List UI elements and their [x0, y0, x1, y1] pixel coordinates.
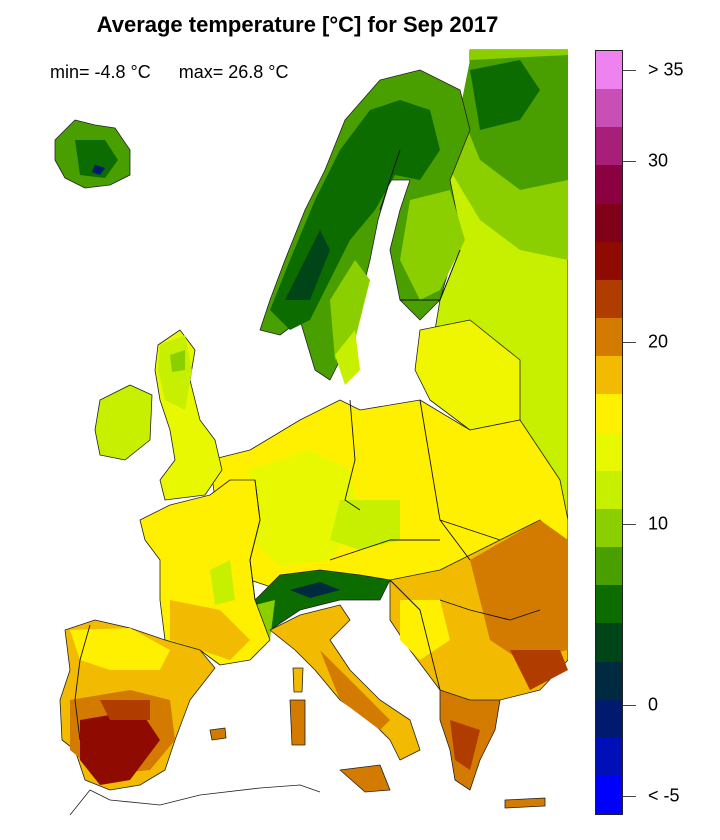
region-sicily: [339, 764, 391, 793]
colorbar-tick-label: > 35: [648, 59, 684, 80]
colorbar-bin: [596, 241, 622, 280]
colorbar-bin: [596, 89, 622, 128]
colorbar-bin: [596, 394, 622, 433]
colorbar-tick: [623, 70, 636, 71]
colorbar-bin: [596, 623, 622, 662]
colorbar-bin: [596, 203, 622, 242]
region-ireland: [94, 384, 153, 461]
colorbar-tick-label: 0: [648, 694, 659, 715]
colorbar-bin: [596, 432, 622, 471]
stats-line: min= -4.8 °C max= 26.8 °C: [50, 62, 316, 83]
region-alps: [254, 569, 391, 631]
colorbar-bin: [596, 737, 622, 776]
colorbar-tick-label: 10: [648, 513, 669, 534]
colorbar-tick: [623, 796, 636, 797]
colorbar-bin: [596, 661, 622, 700]
colorbar-bin: [596, 585, 622, 624]
colorbar-bin: [596, 279, 622, 319]
colorbar-bin: [596, 547, 622, 586]
colorbar-tick-label: 20: [648, 331, 669, 352]
chart-title: Average temperature [°C] for Sep 2017: [96, 12, 499, 37]
colorbar-bin: [596, 356, 622, 395]
colorbar-tick-label: 30: [648, 150, 669, 171]
min-stat: min= -4.8 °C: [50, 62, 151, 82]
colorbar-bin: [596, 699, 622, 738]
colorbar-tick: [623, 524, 636, 525]
colorbar-bin: [596, 165, 622, 204]
colorbar-tick: [623, 705, 636, 706]
region-sardinia: [289, 699, 306, 746]
colorbar-tick: [623, 161, 636, 162]
colorbar-bin: [596, 127, 622, 166]
colorbar-tick-label: < -5: [648, 785, 680, 806]
colorbar-tick: [623, 342, 636, 343]
colorbar: [595, 50, 623, 815]
colorbar-bin: [596, 51, 622, 90]
max-stat: max= 26.8 °C: [178, 62, 289, 82]
colorbar-bin: [596, 775, 622, 815]
colorbar-bin: [596, 470, 622, 509]
colorbar-bin: [596, 318, 622, 357]
colorbar-bin: [596, 508, 622, 548]
